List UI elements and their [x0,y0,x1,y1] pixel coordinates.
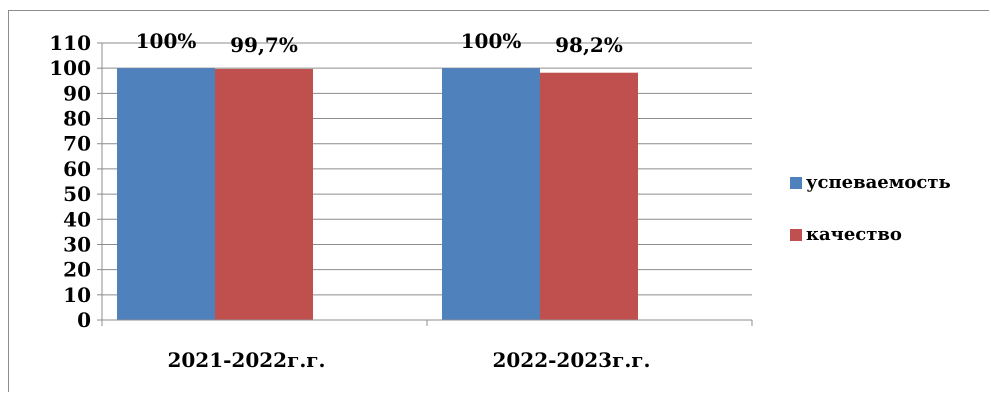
x-tick-label: 2021-2022г.г. [167,348,325,372]
x-tick-label: 2022-2023г.г. [492,348,650,372]
legend-label-uspevaemost: успеваемость [806,172,951,193]
legend-label-kachestvo: качество [806,224,902,245]
y-tick-label: 80 [63,107,91,131]
bars [117,68,638,321]
chart-frame [8,10,989,392]
legend-item-uspevaemost: успеваемость [790,172,951,193]
bar [442,68,540,320]
y-tick-label: 40 [63,207,91,231]
y-tick-label: 70 [63,132,91,156]
legend-swatch-uspevaemost [790,176,802,189]
data-label: 99,7% [230,33,298,57]
legend-swatch-kachestvo [790,228,802,241]
y-tick-label: 90 [63,81,91,105]
legend: успеваемость качество [790,172,951,276]
x-axis-labels: 2021-2022г.г. 2022-2023г.г. [101,320,753,372]
y-tick-label: 30 [63,232,91,256]
data-label: 100% [136,29,197,53]
legend-item-kachestvo: качество [790,224,951,245]
bar [540,72,638,321]
bar [215,68,313,320]
data-label: 100% [461,29,522,53]
y-tick-label: 10 [63,283,91,307]
y-tick-label: 110 [49,31,91,55]
data-labels: 100% 99,7% 100% 98,2% [136,29,623,57]
y-tick-label: 0 [77,308,91,332]
y-tick-label: 50 [63,182,91,206]
y-tick-label: 20 [63,258,91,282]
data-label: 98,2% [555,33,623,57]
bar [117,68,215,320]
y-tick-label: 100 [49,56,91,80]
y-tick-label: 60 [63,157,91,181]
